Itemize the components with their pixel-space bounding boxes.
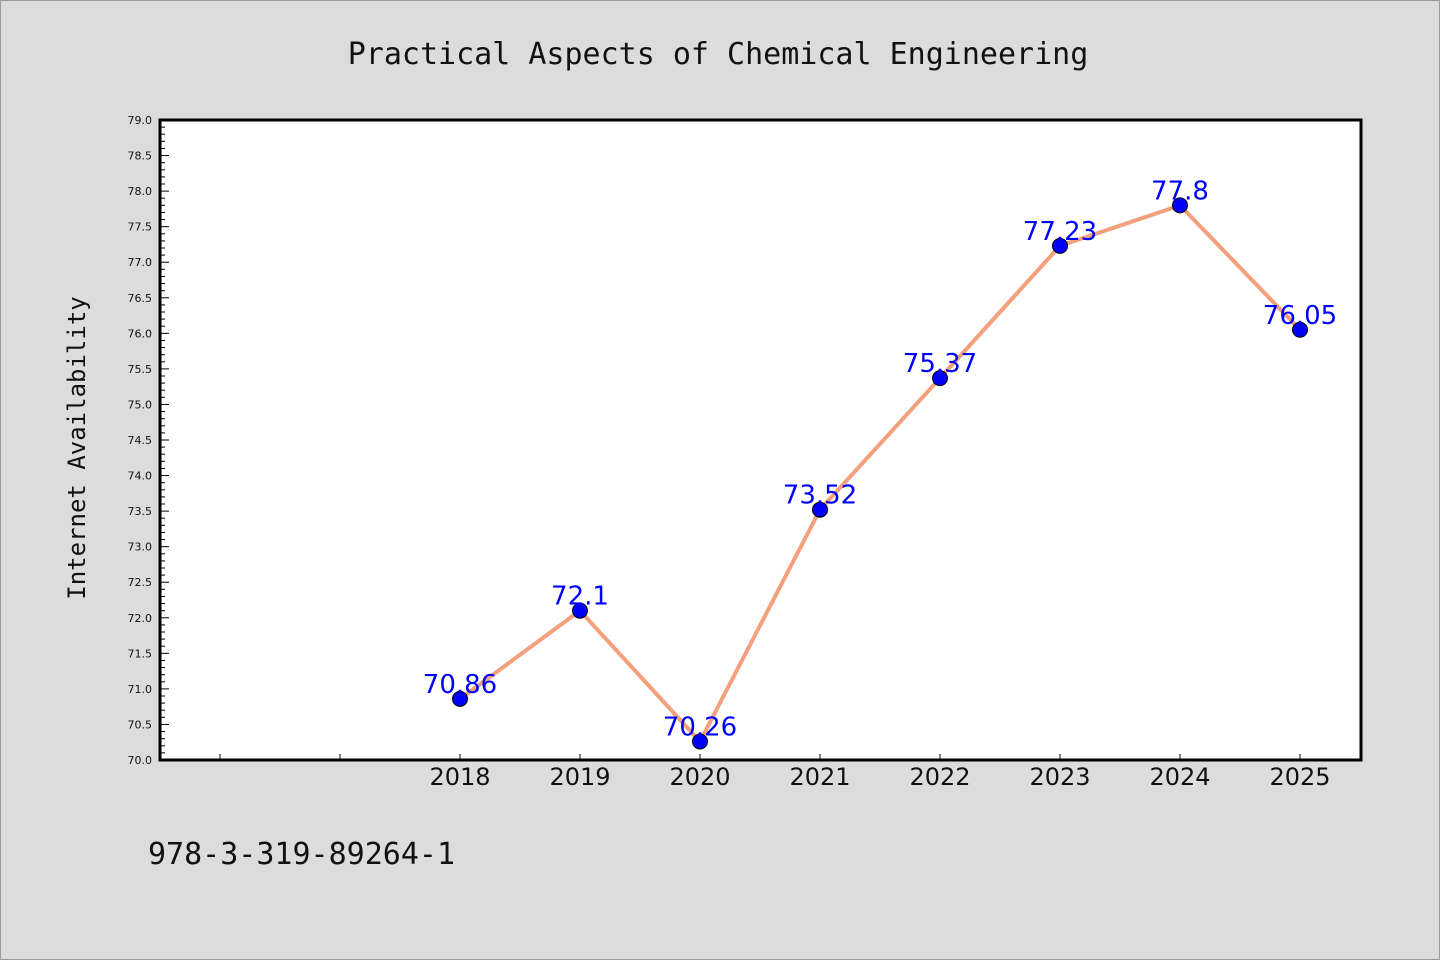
x-tick-label: 2020 — [669, 763, 730, 791]
data-label: 73.52 — [783, 481, 857, 511]
x-tick-label: 2022 — [909, 763, 970, 791]
y-tick-label: 75.0 — [128, 398, 153, 411]
data-label: 76.05 — [1263, 301, 1337, 331]
y-tick-label: 70.0 — [128, 754, 153, 767]
data-point — [1052, 237, 1068, 254]
y-tick-label: 71.5 — [128, 647, 153, 660]
data-point — [1292, 321, 1308, 338]
y-tick-label: 76.5 — [128, 292, 153, 305]
y-tick-label: 72.5 — [128, 576, 153, 589]
data-point — [572, 602, 588, 619]
y-tick-label: 79.0 — [128, 114, 153, 127]
x-tick-label: 2025 — [1269, 763, 1330, 791]
x-tick-label: 2018 — [429, 763, 490, 791]
y-tick-label: 78.5 — [128, 150, 153, 163]
x-axis-ticks: 2018 2019 2020 2021 2022 2023 2024 2025 — [219, 754, 1331, 791]
data-point — [812, 501, 828, 518]
y-tick-label: 70.5 — [128, 718, 153, 731]
data-label: 77.23 — [1023, 217, 1097, 247]
data-label: 70.26 — [663, 713, 737, 743]
x-tick-label: 2021 — [789, 763, 850, 791]
isbn-footer: 978-3-319-89264-1 — [148, 837, 455, 872]
y-tick-label: 73.5 — [128, 505, 153, 518]
chart-title: Practical Aspects of Chemical Engineerin… — [348, 37, 1089, 72]
x-tick-label: 2019 — [549, 763, 610, 791]
series-line — [458, 203, 1302, 744]
y-tick-label: 74.0 — [128, 470, 153, 483]
data-point — [1172, 197, 1188, 214]
x-tick-label: 2024 — [1149, 763, 1210, 791]
y-tick-label: 78.0 — [128, 185, 153, 198]
y-tick-label: 71.0 — [128, 683, 153, 696]
y-tick-label: 72.0 — [128, 612, 153, 625]
data-point — [452, 690, 468, 707]
x-tick-label: 2023 — [1029, 763, 1090, 791]
data-label: 75.37 — [903, 349, 977, 379]
data-label: 70.86 — [423, 670, 497, 700]
data-label: 77.8 — [1151, 176, 1209, 206]
data-point — [932, 370, 948, 387]
data-point — [692, 733, 708, 750]
y-tick-label: 75.5 — [128, 363, 153, 376]
y-tick-label: 77.5 — [128, 221, 153, 234]
y-tick-label: 74.5 — [128, 434, 153, 447]
y-axis-label: Internet Availability — [63, 296, 91, 599]
y-tick-label: 73.0 — [128, 541, 153, 554]
data-label: 72.1 — [551, 582, 609, 612]
plot-area — [158, 118, 1363, 762]
y-tick-label: 77.0 — [128, 256, 153, 269]
series-layer — [452, 197, 1308, 750]
y-tick-label: 76.0 — [128, 327, 153, 340]
data-labels: 70.86 72.1 70.26 73.52 75.37 77.23 77.8 76.05 — [423, 176, 1337, 742]
y-axis-ticks: 70.0 70.5 71.0 71.5 72.0 72.5 73.0 73.5 74.0 74.5… — [128, 114, 169, 767]
